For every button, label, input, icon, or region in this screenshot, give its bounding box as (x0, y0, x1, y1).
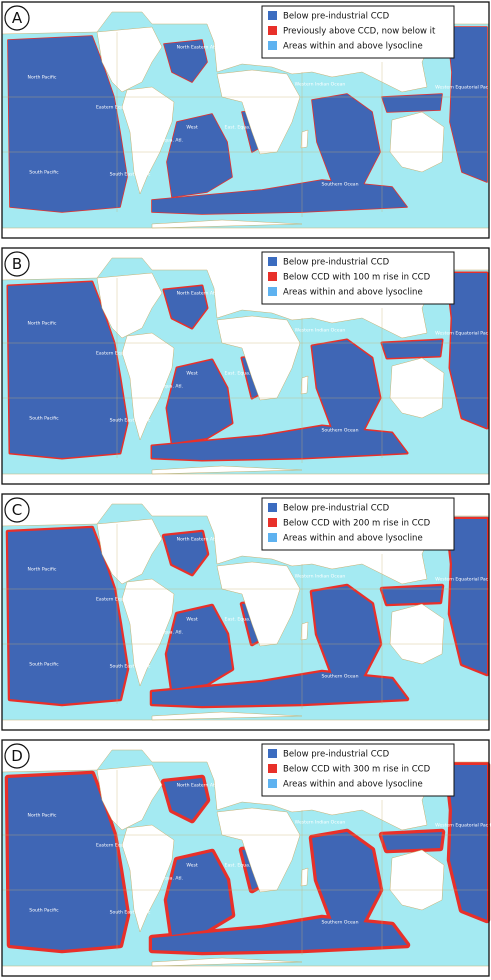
legend-box (261, 743, 455, 797)
region-label: North Eastern Atlantic (177, 291, 228, 297)
legend-swatch (268, 41, 277, 50)
region-label: Western Equatorial Pacific (435, 85, 491, 91)
legend-swatch (268, 533, 277, 542)
region-label: South East Pacific (110, 172, 151, 178)
legend-swatch (268, 518, 277, 527)
region-label: Western Equatorial Pacific (435, 577, 491, 583)
legend-swatch (268, 764, 277, 773)
legend-entry: Areas within and above lysocline (283, 42, 423, 52)
region-label: South East Pacific (110, 664, 151, 670)
legend-entry: Below pre-industrial CCD (283, 750, 390, 760)
panel-letter: C (12, 501, 22, 519)
legend-box (261, 251, 455, 305)
legend-swatch (268, 503, 277, 512)
region-label: Western Equatorial Pacific (435, 331, 491, 337)
region-label: Equa. Atl. (161, 876, 183, 882)
region-label: Equa. Atl. (161, 384, 183, 390)
panel-letter: B (12, 255, 22, 273)
region-label: South Pacific (29, 416, 59, 422)
legend-entry: Below CCD with 200 m rise in CCD (283, 519, 431, 529)
legend-box (261, 497, 455, 551)
legend-entry: Areas within and above lysocline (283, 780, 423, 790)
legend-box (261, 5, 455, 59)
legend-entry: Below pre-industrial CCD (283, 258, 390, 268)
region-label: South East Pacific (110, 910, 151, 916)
region-label: East. Equa. Atl. (225, 125, 260, 131)
map-panel: North Pacific Eastern Equa. Pacific North … (1, 247, 491, 485)
region-label: West (186, 125, 197, 131)
legend-swatch (268, 272, 277, 281)
region-label: West (186, 863, 197, 869)
region-label: East. Equa. Atl. (225, 863, 260, 869)
region-label: South Pacific (29, 170, 59, 176)
region-label: West (186, 617, 197, 623)
region-label: Southern Ocean (321, 674, 358, 680)
region-label: Western Indian Ocean (295, 574, 346, 580)
panel-letter: A (12, 9, 23, 27)
panel-badge (4, 5, 30, 31)
region-label: North Pacific (28, 75, 57, 81)
panel-letter: D (11, 747, 23, 765)
region-label: Western Indian Ocean (295, 82, 346, 88)
legend-entry: Below pre-industrial CCD (283, 504, 390, 514)
region-label: Eastern Equa. Pacific (96, 105, 144, 111)
region-label: South Pacific (29, 662, 59, 668)
legend-entry: Areas within and above lysocline (283, 288, 423, 298)
region-label: Western Indian Ocean (295, 820, 346, 826)
region-label: Equa. Atl. (161, 138, 183, 144)
map-panel: North Pacific Eastern Equa. Pacific North … (1, 739, 491, 977)
region-label: Eastern Equa. Pacific (96, 351, 144, 357)
region-label: South East Pacific (110, 418, 151, 424)
legend-entry: Below CCD with 300 m rise in CCD (283, 765, 431, 775)
legend-entry: Below CCD with 100 m rise in CCD (283, 273, 431, 283)
panel-badge (4, 743, 30, 769)
region-label: Western Equatorial Pacific (435, 823, 491, 829)
region-label: South Pacific (29, 908, 59, 914)
region-label: North Eastern Atlantic (177, 45, 228, 51)
region-label: North Pacific (28, 567, 57, 573)
region-label: North Pacific (28, 813, 57, 819)
legend-entry: Areas within and above lysocline (283, 534, 423, 544)
region-label: Southern Ocean (321, 428, 358, 434)
region-label: Southern Ocean (321, 920, 358, 926)
legend-swatch (268, 26, 277, 35)
region-label: Eastern Equa. Pacific (96, 597, 144, 603)
map-panel: North Pacific Eastern Equa. Pacific North … (1, 493, 491, 731)
region-label: East. Equa. Atl. (225, 617, 260, 623)
region-label: North Pacific (28, 321, 57, 327)
region-label: Western Indian Ocean (295, 328, 346, 334)
map-panel: North Pacific Eastern Equa. Pacific North … (1, 1, 491, 239)
panel-frame (1, 1, 490, 239)
legend-swatch (268, 779, 277, 788)
legend-swatch (268, 257, 277, 266)
region-label: Equa. Atl. (161, 630, 183, 636)
legend-swatch (268, 11, 277, 20)
region-label: Southern Ocean (321, 182, 358, 188)
panel-badge (4, 251, 30, 277)
panel-frame (1, 493, 490, 731)
region-label: East. Equa. Atl. (225, 371, 260, 377)
legend-entry: Previously above CCD, now below it (283, 27, 436, 37)
panel-frame (1, 247, 490, 485)
legend-swatch (268, 287, 277, 296)
panel-frame (1, 739, 490, 977)
panel-badge (4, 497, 30, 523)
region-label: West (186, 371, 197, 377)
region-label: North Eastern Atlantic (177, 537, 228, 543)
region-label: North Eastern Atlantic (177, 783, 228, 789)
region-label: Eastern Equa. Pacific (96, 843, 144, 849)
legend-swatch (268, 749, 277, 758)
legend-entry: Below pre-industrial CCD (283, 12, 390, 22)
